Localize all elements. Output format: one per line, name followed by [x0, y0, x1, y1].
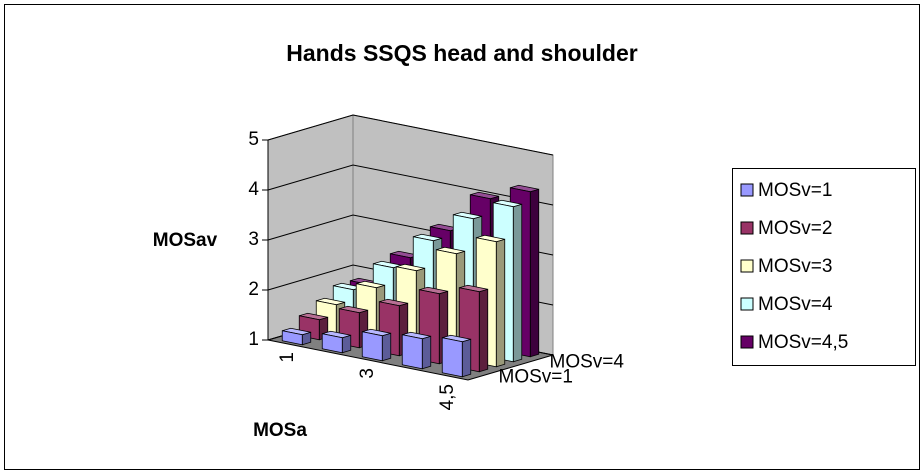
legend-label: MOSv=2: [758, 218, 832, 239]
bar-side: [421, 335, 432, 370]
bar: [441, 337, 463, 378]
legend: [732, 168, 916, 366]
grid-line: [267, 164, 554, 206]
bar-side: [461, 338, 472, 378]
legend-swatch: [740, 221, 754, 235]
bar: [321, 333, 343, 354]
bar-side: [478, 288, 489, 373]
x-tick-label: 4,5: [437, 384, 458, 410]
bar: [361, 331, 383, 362]
legend-label: MOSv=3: [758, 256, 832, 277]
bar: [281, 330, 303, 346]
legend-swatch: [740, 335, 754, 349]
bar-side: [495, 238, 506, 368]
y-tick-label: 4: [248, 179, 259, 200]
y-axis-label: MOSav: [153, 230, 218, 251]
legend-label: MOSv=1: [758, 180, 832, 201]
bar-side: [341, 334, 352, 354]
z-tick-label: MOSv=4: [550, 352, 625, 373]
legend-swatch: [740, 259, 754, 273]
x-axis-label: MOSa: [253, 420, 307, 441]
bar-side: [512, 203, 523, 363]
z-tick-label: MOSv=1: [499, 367, 573, 388]
legend-swatch: [740, 183, 754, 197]
y-tick-label: 5: [248, 129, 259, 150]
bar: [401, 334, 423, 370]
y-tick-label: 3: [248, 229, 259, 250]
legend-swatch: [740, 297, 754, 311]
chart-title: Hands SSQS head and shoulder: [286, 40, 638, 66]
legend-label: MOSv=4,5: [758, 332, 848, 353]
bar-side: [529, 188, 540, 358]
bar-side: [381, 332, 392, 362]
x-tick-label: 1: [277, 352, 298, 363]
y-tick-label: 1: [248, 329, 259, 350]
legend-label: MOSv=4: [758, 294, 833, 315]
y-tick-label: 2: [248, 279, 259, 300]
grid-line: [267, 114, 554, 156]
x-tick-label: 3: [357, 368, 378, 379]
